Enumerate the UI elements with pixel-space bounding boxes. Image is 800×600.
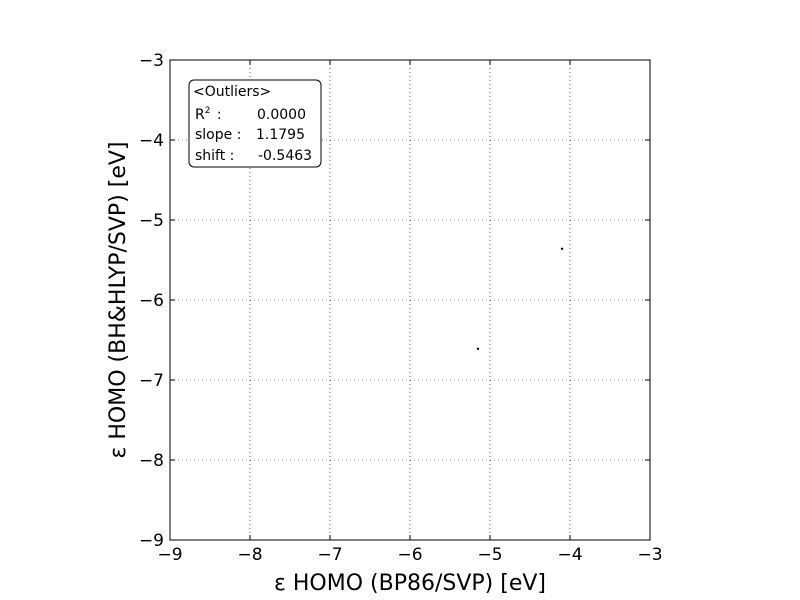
y-tick-label: −5 [139, 211, 164, 231]
stats-box-frame [188, 79, 322, 168]
y-tick-label: −9 [139, 531, 164, 551]
stats-r2-value: 0.0000 [257, 107, 306, 123]
y-tick-label: −7 [139, 371, 164, 391]
x-tick-label: −5 [477, 545, 502, 565]
data-points [476, 247, 564, 350]
stats-slope-label: slope : [195, 127, 241, 143]
stats-shift-value: -0.5463 [258, 148, 312, 164]
axis-tick-labels: −9 −8 −7 −6 −5 −4 −3 −9 −8 −7 −6 −5 −4 −3 [139, 51, 663, 565]
x-axis-label: ε HOMO (BP86/SVP) [eV] [274, 571, 546, 596]
x-tick-label: −8 [237, 545, 262, 565]
x-tick-label: −3 [637, 545, 662, 565]
x-tick-label: −9 [157, 545, 182, 565]
y-tick-label: −4 [139, 131, 164, 151]
x-tick-label: −4 [557, 545, 582, 565]
x-tick-label: −7 [317, 545, 342, 565]
outliers-stats-box: <Outliers> R2 : 0.0000 slope : 1.1795 sh… [188, 79, 322, 168]
data-point [476, 347, 480, 350]
stats-r2-label: R2 : [195, 106, 222, 123]
stats-box-title: <Outliers> [193, 84, 271, 100]
y-tick-label: −6 [139, 291, 164, 311]
y-tick-label: −3 [139, 51, 164, 71]
stats-shift-label: shift : [195, 148, 234, 164]
x-tick-label: −6 [397, 545, 422, 565]
data-point [560, 247, 564, 250]
axis-ticks [169, 59, 651, 541]
y-tick-label: −8 [139, 451, 164, 471]
stats-slope-value: 1.1795 [256, 127, 305, 143]
y-axis-label: ε HOMO (BH&HLYP/SVP) [eV] [106, 141, 131, 458]
